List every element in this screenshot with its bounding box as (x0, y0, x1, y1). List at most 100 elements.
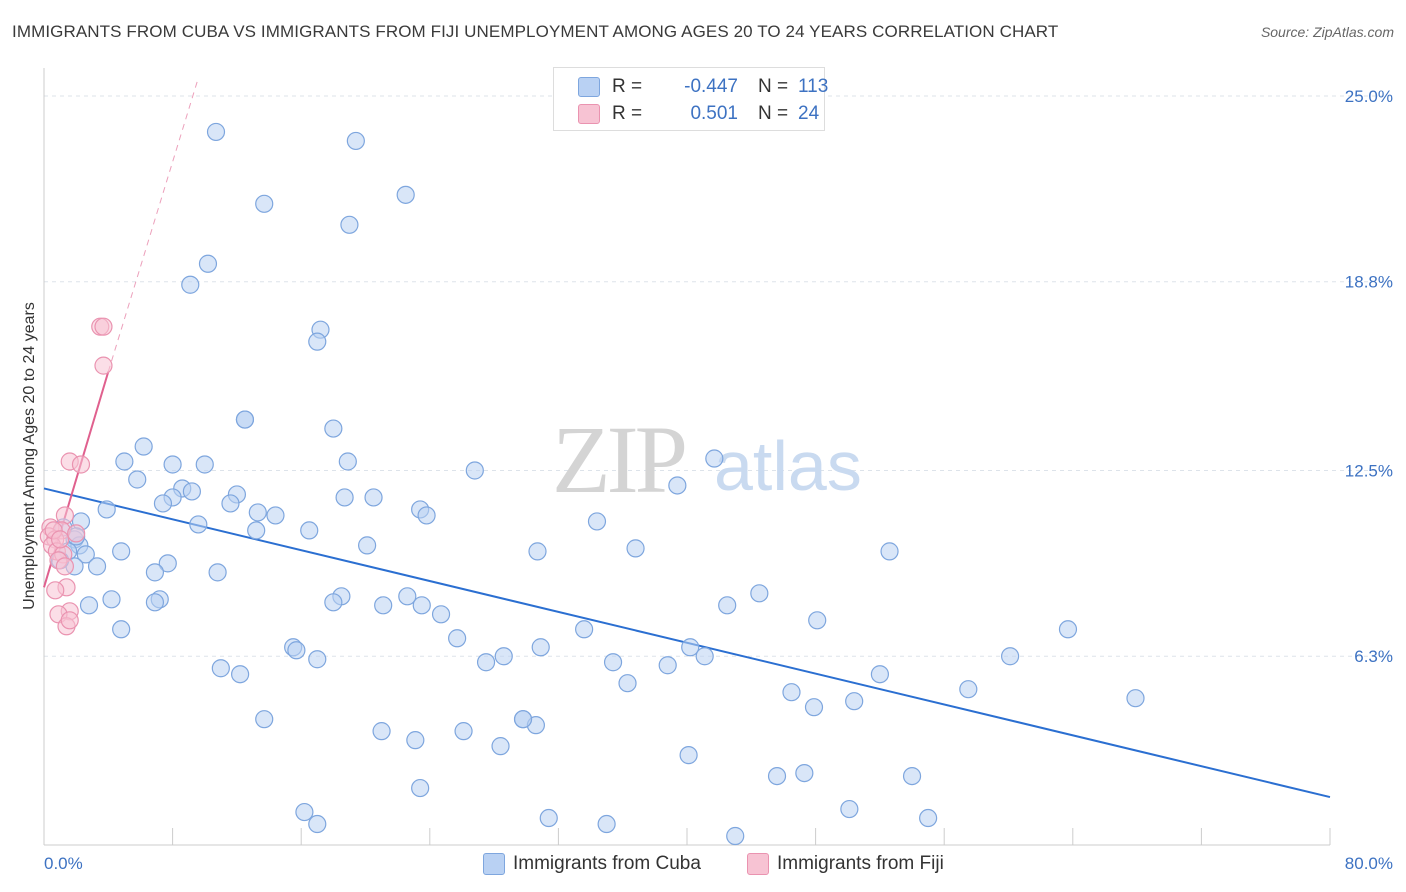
watermark-zip: ZIP (552, 406, 685, 513)
cuba-point (198, 254, 218, 273)
fiji-point (94, 356, 113, 375)
cuba-point (181, 275, 200, 294)
cuba-point (338, 452, 357, 471)
cuba-point (300, 521, 319, 540)
cuba-point (87, 557, 107, 576)
cuba-point (603, 653, 623, 672)
cuba-point (919, 808, 938, 828)
cuba-point (134, 437, 153, 456)
bottom-legend-label-fiji: Immigrants from Fiji (777, 853, 944, 874)
cuba-point (340, 215, 359, 234)
cuba-point (211, 659, 230, 678)
cuba-point (782, 683, 801, 702)
legend-n-label: N = (758, 103, 789, 124)
cuba-point (112, 542, 131, 561)
grid-lines (44, 95, 1392, 657)
cuba-point (374, 596, 393, 615)
source-label: Source: ZipAtlas.com (1260, 24, 1394, 40)
cuba-point (163, 455, 182, 474)
fiji-point (55, 557, 74, 576)
cuba-point (795, 763, 814, 783)
cuba-point (465, 461, 484, 480)
bottom-legend-label-cuba: Immigrants from Cuba (513, 853, 701, 874)
cuba-point (870, 665, 890, 684)
cuba-point (840, 799, 859, 819)
cuba-point (804, 698, 824, 717)
cuba-point (1126, 689, 1145, 708)
fiji-point (67, 524, 86, 543)
data-points (39, 122, 1145, 846)
cuba-point (718, 596, 737, 615)
cuba-point (266, 506, 285, 525)
cuba-point (767, 766, 787, 786)
cuba-point (454, 722, 473, 741)
cuba-point (476, 653, 496, 672)
legend-n-value: 113 (798, 76, 829, 97)
bottom-legend-swatch-fiji (747, 853, 769, 875)
cuba-point (358, 536, 377, 555)
cuba-point (575, 620, 594, 639)
cuba-point (195, 455, 214, 474)
cuba-point (681, 638, 700, 657)
y-axis-label: Unemployment Among Ages 20 to 24 years (21, 302, 38, 610)
cuba-point (531, 638, 550, 657)
cuba-point (76, 545, 95, 564)
cuba-point (679, 746, 698, 765)
fiji-point (46, 581, 65, 600)
bottom-legend-swatch-cuba (483, 853, 505, 875)
y-tick-label: 12.5% (1345, 461, 1393, 480)
cuba-point (221, 494, 240, 513)
fiji-point (71, 455, 91, 474)
cuba-point (398, 587, 417, 606)
y-tick-label: 18.8% (1345, 273, 1393, 292)
cuba-point (597, 814, 616, 834)
fiji-point (60, 611, 79, 630)
cuba-point (880, 542, 899, 561)
watermark: ZIP atlas (552, 406, 862, 513)
cuba-point (145, 563, 165, 582)
cuba-point (112, 620, 131, 639)
cuba-point (295, 802, 314, 822)
cuba-point (324, 419, 343, 438)
cuba-point (705, 449, 724, 468)
cuba-point (808, 611, 827, 630)
cuba-point (324, 593, 343, 612)
tick-labels: 6.3% 12.5% 18.8% 25.0% 0.0% 80.0% (44, 87, 1393, 873)
legend-swatch-cuba (578, 77, 600, 97)
cuba-point (406, 731, 425, 750)
cuba-point (346, 131, 365, 151)
cuba-point (364, 488, 383, 507)
cuba-point (235, 410, 255, 429)
legend-n-label: N = (758, 76, 789, 97)
cuba-point (658, 656, 677, 675)
cuba-point (97, 500, 116, 519)
cuba-point (412, 596, 431, 615)
cuba-point (231, 665, 250, 684)
legend-r-value: -0.447 (684, 76, 738, 97)
cuba-point (668, 476, 687, 495)
trend-lines (43, 77, 1331, 799)
fiji-point (94, 317, 113, 336)
cuba-point (115, 452, 134, 471)
cuba-point (208, 563, 227, 582)
cuba-point (158, 554, 177, 573)
cuba-point (845, 692, 864, 711)
cuba-point (528, 542, 547, 561)
cuba-point (959, 680, 978, 699)
x-tick-label: 0.0% (44, 854, 83, 873)
watermark-atlas: atlas (714, 427, 862, 505)
y-tick-label: 25.0% (1345, 87, 1393, 106)
fiji-point (55, 506, 74, 525)
cuba-point (448, 629, 467, 648)
cuba-point (1001, 647, 1020, 666)
cuba-point (626, 539, 645, 558)
chart-title: IMMIGRANTS FROM CUBA VS IMMIGRANTS FROM … (12, 22, 1059, 41)
cuba-point (618, 674, 637, 693)
cuba-point (189, 515, 208, 534)
cuba-point (587, 512, 607, 531)
cuba-point (153, 494, 173, 513)
cuba-point (513, 710, 533, 729)
legend-swatch-fiji (578, 104, 600, 124)
cuba-point (128, 470, 147, 489)
